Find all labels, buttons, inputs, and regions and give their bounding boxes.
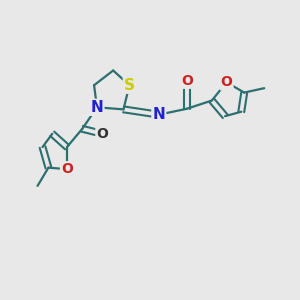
Text: S: S <box>124 78 135 93</box>
Text: O: O <box>96 127 108 141</box>
Text: O: O <box>181 74 193 88</box>
Text: O: O <box>61 162 73 176</box>
Text: N: N <box>91 100 103 115</box>
Text: O: O <box>220 75 232 89</box>
Text: N: N <box>152 107 165 122</box>
